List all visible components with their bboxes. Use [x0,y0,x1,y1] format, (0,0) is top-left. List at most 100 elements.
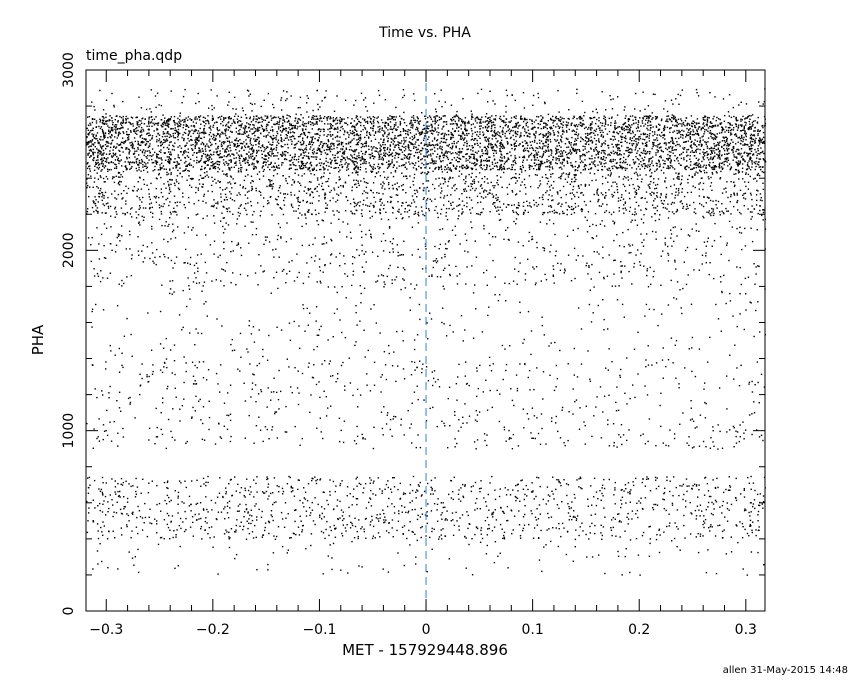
data-point [493,129,496,132]
data-point [500,136,502,138]
data-point [165,122,167,124]
data-point [484,169,486,171]
data-point [191,149,194,151]
data-point [177,123,179,126]
data-point [690,115,693,117]
data-point [727,165,729,167]
data-point [567,122,570,124]
data-point [524,128,526,130]
data-point [157,132,159,135]
data-point [89,165,91,167]
data-point [656,165,658,167]
data-point [240,126,242,128]
data-point [145,165,147,167]
data-point [138,126,140,128]
data-point [721,145,723,148]
data-point [444,132,446,135]
data-point [200,151,202,153]
data-point [292,135,295,138]
data-point [103,117,105,119]
data-point [185,125,187,127]
data-point [560,139,562,142]
data-point [141,131,143,133]
data-point [196,162,198,164]
data-point [628,118,630,120]
data-point [290,128,293,130]
data-point [185,165,187,167]
data-point [100,136,102,138]
data-point [433,137,436,139]
data-point [629,137,631,139]
data-point [492,167,494,170]
data-point [714,165,717,167]
data-point [294,127,296,129]
data-point [595,130,597,132]
data-point [452,145,454,147]
data-point [742,140,744,143]
data-point [354,164,356,166]
data-point [360,159,362,162]
data-point [494,162,497,164]
data-point [522,145,524,147]
data-point [693,133,696,136]
data-point [609,160,611,162]
data-point [638,154,641,156]
data-point [759,140,761,142]
data-point [529,118,531,121]
data-point [279,153,282,156]
data-point [337,128,339,130]
data-point [307,168,309,171]
data-point [404,155,406,157]
data-point [239,162,241,164]
data-point [178,119,181,121]
data-point [574,125,576,128]
data-point [531,123,533,125]
data-point [345,161,347,164]
data-point [591,155,593,157]
data-point [94,151,96,154]
data-point [405,136,407,139]
data-point [225,147,228,150]
data-point [539,160,542,163]
data-point [561,155,564,157]
data-point [721,162,724,164]
data-point [185,123,187,126]
data-point [514,142,517,144]
data-point [108,130,110,132]
data-point [560,135,562,137]
data-point [625,128,627,131]
data-point [570,142,572,144]
data-point [378,158,380,161]
data-point [241,166,243,169]
data-point [355,117,357,119]
data-point [275,116,277,119]
data-point [100,139,102,141]
data-point [351,155,353,157]
data-point [687,134,689,137]
data-point [326,153,328,156]
data-point [182,124,185,126]
data-point [416,120,418,122]
data-point [690,131,692,133]
data-point [618,153,620,156]
data-point [255,118,257,120]
data-point [564,151,567,153]
data-point [745,117,747,119]
data-point [228,159,230,162]
data-point [564,143,567,145]
data-point [88,165,90,168]
data-point [300,168,302,170]
data-point [211,143,213,146]
data-point [434,123,436,125]
data-point [698,144,700,146]
data-point [726,139,728,141]
data-point [437,144,439,146]
data-point [210,165,212,167]
data-point [682,134,684,137]
data-point [300,153,302,155]
data-point [239,142,242,145]
data-point [750,144,752,146]
data-point [542,134,544,137]
data-point [710,149,712,152]
data-point [253,131,256,133]
